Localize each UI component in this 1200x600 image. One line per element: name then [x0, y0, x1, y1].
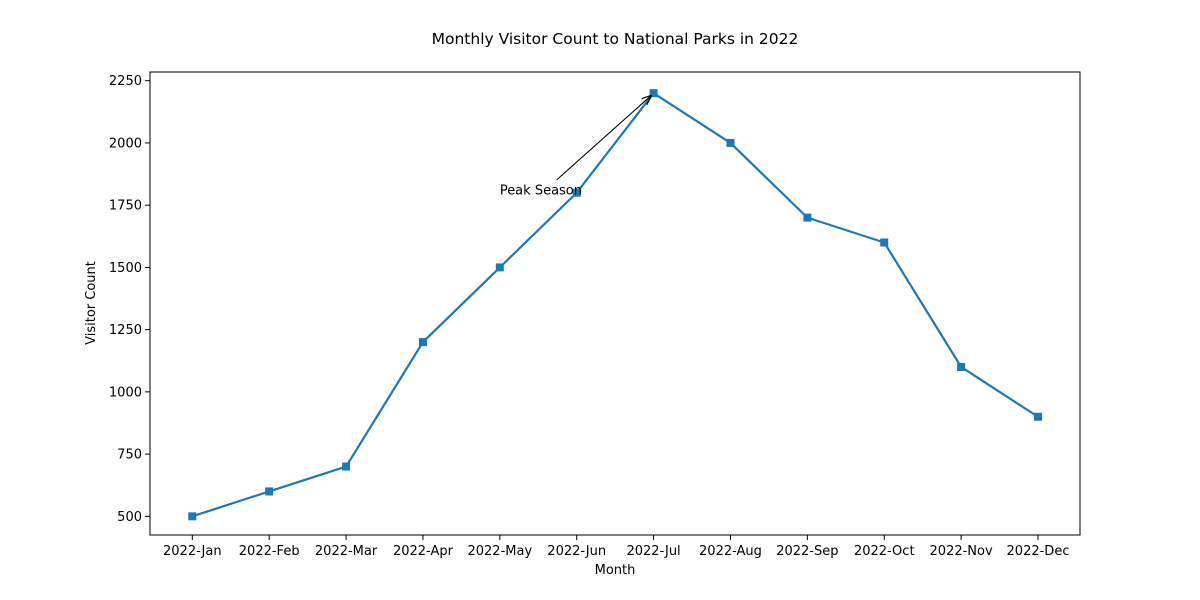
y-tick-label: 500 [117, 510, 142, 525]
annotation-arrow [556, 95, 652, 181]
x-tick-label: 2022-Oct [854, 544, 915, 559]
data-point [572, 188, 581, 197]
y-axis-label: Visitor Count [84, 261, 99, 345]
data-point [726, 138, 735, 147]
x-tick-label: 2022-Feb [239, 544, 300, 559]
y-tick-label: 1750 [109, 199, 142, 214]
x-tick-label: 2022-May [467, 544, 532, 559]
data-point [1034, 412, 1042, 421]
plot-area: 2022-Jan 2022-Feb 2022-Mar 2022-Apr 2022-May… [109, 71, 1081, 559]
data-point [957, 362, 966, 371]
y-tick-label: 750 [117, 448, 142, 463]
x-tick-label: 2022-Jan [163, 544, 222, 559]
y-tick-label: 1250 [109, 323, 142, 338]
data-point [880, 238, 889, 247]
chart-title: Monthly Visitor Count to National Parks … [432, 30, 799, 48]
data-point [188, 512, 197, 521]
x-tick-label: 2022-Apr [393, 544, 454, 559]
x-tick-label: 2022-Jun [547, 544, 606, 559]
x-axis-label: Month [595, 563, 636, 578]
data-point [265, 487, 274, 496]
x-tick-label: 2022-Aug [699, 544, 762, 559]
y-tick-label: 2250 [109, 74, 142, 89]
series-line [191, 92, 1039, 518]
x-tick-label: 2022-Dec [1007, 544, 1070, 559]
data-point [803, 213, 812, 222]
plot-frame [149, 71, 1081, 536]
data-point [495, 263, 504, 272]
x-tick-label: 2022-Mar [315, 544, 378, 559]
x-tick-label: 2022-Sep [776, 544, 838, 559]
y-tick-label: 2000 [109, 136, 142, 151]
y-tick-label: 1000 [109, 385, 142, 400]
annotation-label: Peak Season [500, 184, 582, 199]
y-tick-label: 1500 [109, 261, 142, 276]
x-tick-label: 2022-Jul [626, 544, 680, 559]
data-point [342, 462, 351, 471]
x-tick-label: 2022-Nov [930, 544, 993, 559]
data-point [649, 89, 658, 98]
data-point [418, 338, 427, 347]
